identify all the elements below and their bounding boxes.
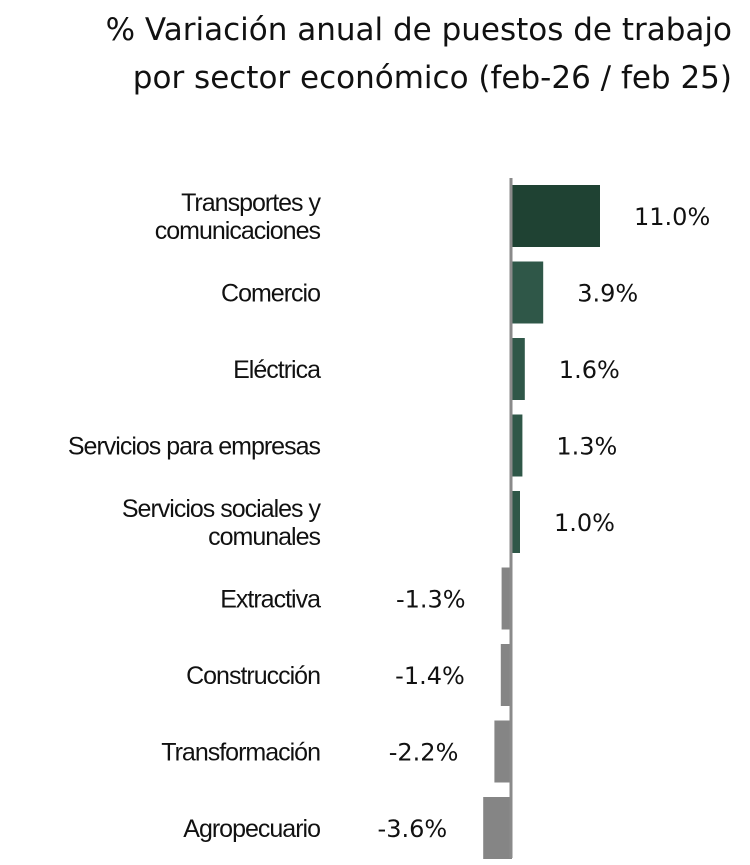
data-label-1: 3.9% — [577, 280, 638, 308]
data-label-8: -3.6% — [378, 815, 448, 843]
bar-1 — [512, 261, 544, 324]
data-label-3: 1.3% — [556, 433, 617, 461]
data-label-5: -1.3% — [396, 586, 466, 614]
chart-title-line-1: % Variación anual de puestos de trabajo — [105, 12, 732, 48]
category-label-0-0: Transportes y — [181, 189, 321, 217]
category-label-6: Construcción — [186, 662, 320, 690]
category-label-0-1: comunicaciones — [155, 217, 321, 245]
chart-title: % Variación anual de puestos de trabajo … — [0, 6, 750, 102]
category-label-8: Agropecuario — [183, 815, 320, 843]
data-label-2: 1.6% — [559, 356, 620, 384]
category-label-7: Transformación — [161, 739, 320, 767]
bar-4 — [512, 491, 520, 553]
chart-title-line-2: por sector económico (feb-26 / feb 25) — [132, 60, 732, 96]
bar-8 — [483, 797, 512, 859]
bar-7 — [494, 720, 512, 783]
category-label-4-0: Servicios sociales y — [122, 495, 322, 523]
data-label-0: 11.0% — [634, 203, 710, 231]
data-label-6: -1.4% — [395, 662, 465, 690]
bar-3 — [512, 414, 523, 477]
bar-2 — [512, 338, 525, 400]
data-label-7: -2.2% — [389, 739, 459, 767]
category-label-4-1: comunales — [208, 523, 320, 551]
category-label-5: Extractiva — [220, 586, 321, 614]
category-label-2: Eléctrica — [233, 356, 321, 384]
bar-0 — [512, 185, 600, 247]
bar-6 — [500, 644, 512, 706]
bar-5 — [501, 567, 512, 630]
category-label-3: Servicios para empresas — [68, 433, 321, 461]
category-label-1: Comercio — [221, 280, 320, 308]
data-label-4: 1.0% — [554, 509, 615, 537]
